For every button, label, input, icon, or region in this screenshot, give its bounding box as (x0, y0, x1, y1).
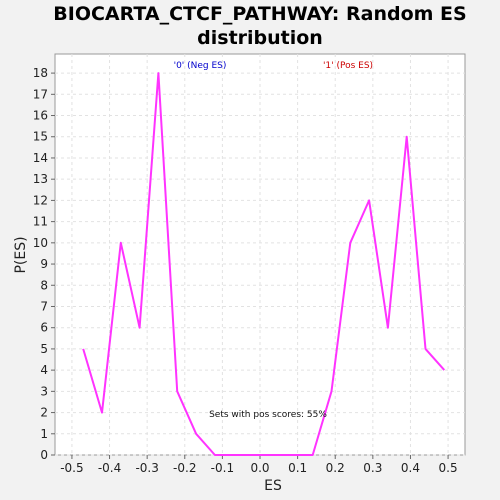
y-tick-label: 11 (33, 215, 48, 229)
x-tick-label: 0.3 (363, 461, 382, 475)
x-tick-label: -0.3 (135, 461, 158, 475)
y-tick-label: 1 (40, 427, 48, 441)
y-tick-label: 7 (40, 299, 48, 313)
x-tick-label: -0.5 (60, 461, 83, 475)
x-tick-label: -0.2 (173, 461, 196, 475)
y-tick-label: 13 (33, 172, 48, 186)
pos-scores-annotation: Sets with pos scores: 55% (209, 410, 327, 420)
y-tick-label: 14 (33, 151, 48, 165)
y-tick-label: 16 (33, 109, 48, 123)
y-tick-label: 4 (40, 363, 48, 377)
x-tick-label: -0.1 (211, 461, 234, 475)
x-tick-label: 0.1 (288, 461, 307, 475)
series-lines (82, 72, 446, 456)
y-axis-label: P(ES) (13, 236, 29, 273)
y-tick-label: 5 (40, 342, 48, 356)
x-axis-label: ES (264, 478, 282, 494)
x-tick-label: 0.4 (401, 461, 420, 475)
x-tick-label: -0.4 (98, 461, 121, 475)
grid (55, 54, 465, 456)
y-tick-label: 2 (40, 406, 48, 420)
y-tick-label: 12 (33, 193, 48, 207)
legend-neg-es: '0' (Neg ES) (174, 61, 227, 71)
chart-title-line-1: BIOCARTA_CTCF_PATHWAY: Random ES (53, 3, 466, 25)
axes: -0.5 -0.4 -0.3 -0.2 -0.1 0.0 0.1 0.2 0.3 0.4 0.5 0 1… (33, 66, 458, 475)
y-tick-label: 6 (40, 321, 48, 335)
x-tick-label: 0.5 (439, 461, 458, 475)
legend-pos-es: '1' (Pos ES) (323, 61, 373, 71)
y-tick-label: 17 (33, 87, 48, 101)
y-tick-label: 3 (40, 384, 48, 398)
y-tick-label: 18 (33, 66, 48, 80)
series-line (82, 72, 446, 456)
x-tick-label: 0.0 (250, 461, 269, 475)
y-tick-label: 8 (40, 278, 48, 292)
y-tick-label: 10 (33, 236, 48, 250)
chart-title-line-2: distribution (197, 27, 323, 49)
y-tick-label: 0 (40, 448, 48, 462)
y-tick-label: 15 (33, 130, 48, 144)
x-tick-label: 0.2 (326, 461, 345, 475)
y-tick-label: 9 (40, 257, 48, 271)
